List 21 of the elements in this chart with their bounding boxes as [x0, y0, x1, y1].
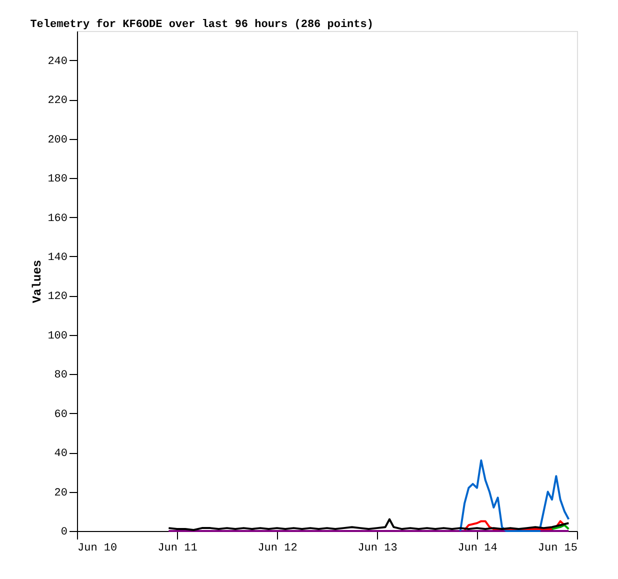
- y-tick-label: 140: [48, 252, 68, 264]
- y-tick-label: 160: [48, 212, 68, 225]
- x-tick-label: Jun 10: [78, 542, 118, 554]
- y-tick-label: 200: [48, 134, 68, 146]
- y-axis-title: Values: [30, 260, 45, 304]
- y-tick-label: 180: [48, 174, 68, 186]
- y-tick-label: 80: [54, 370, 68, 382]
- y-tick-label: 20: [54, 487, 68, 500]
- y-tick-label: 240: [48, 56, 68, 68]
- chart-title: Telemetry for KF6ODE over last 96 hours (286 points): [30, 18, 374, 31]
- x-tick-label: Jun 14: [458, 542, 498, 554]
- y-tick-label: 0: [60, 526, 68, 538]
- y-tick-label: 220: [48, 95, 68, 108]
- x-tick-label: Jun 12: [258, 542, 298, 554]
- x-tick-label: Jun 13: [358, 542, 398, 554]
- y-tick-label: 100: [48, 330, 68, 342]
- y-tick-label: 40: [54, 448, 68, 460]
- x-tick-label: Jun 11: [158, 542, 198, 554]
- y-tick-label: 60: [54, 408, 68, 421]
- y-tick-label: 120: [48, 291, 68, 304]
- x-tick-label: Jun 15: [538, 542, 578, 554]
